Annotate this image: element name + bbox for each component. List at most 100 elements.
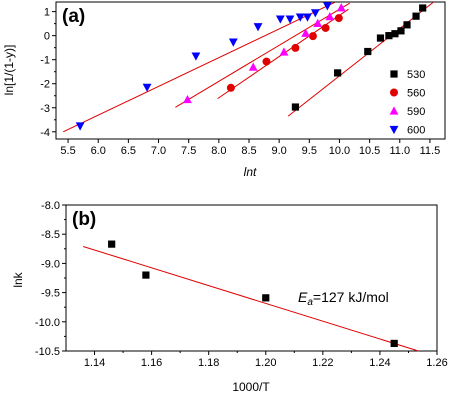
chart-a-series-600-point bbox=[75, 122, 85, 131]
chart-a-y-ticks: -4 -3 -2 -1 0 1 bbox=[40, 7, 56, 139]
chart-a-series-590-point bbox=[248, 62, 258, 71]
chart-a-series-600-point bbox=[322, 2, 332, 11]
legend-marker-600 bbox=[389, 125, 399, 135]
chart-a-series-600-point bbox=[285, 15, 295, 24]
legend-label-590: 590 bbox=[407, 106, 425, 118]
chart-a-fit-lines bbox=[63, 2, 434, 133]
legend-label-530: 530 bbox=[407, 69, 425, 81]
chart-a-series-530-point bbox=[403, 21, 411, 29]
chart-a-x-tick-label: 6.0 bbox=[91, 145, 106, 157]
chart-b-y-tick-label: -9.5 bbox=[41, 288, 60, 300]
chart-a-series-560-point bbox=[262, 57, 271, 66]
chart-a-x-label: lnt bbox=[244, 165, 257, 179]
chart-a-series-530-point bbox=[334, 69, 342, 77]
chart-a-series-590-point bbox=[301, 28, 311, 37]
activation-energy-symbol: E bbox=[298, 289, 308, 305]
chart-a-series-530-point bbox=[385, 32, 393, 40]
chart-a-series-600-point bbox=[142, 83, 152, 92]
legend-marker-560 bbox=[390, 88, 398, 97]
chart-b-x-ticks: 1.14 1.16 1.18 1.20 1.22 1.24 1.26 bbox=[84, 351, 448, 369]
chart-a-series-530-point bbox=[412, 12, 420, 20]
chart-b-frame bbox=[65, 204, 438, 352]
chart-a-series-560-point bbox=[334, 14, 343, 23]
chart-b-x-tick-label: 1.26 bbox=[426, 357, 447, 369]
chart-a-legend: 530 560 590 600 bbox=[389, 69, 425, 137]
chart-a-panel-label: (a) bbox=[62, 6, 85, 27]
activation-energy-subscript: a bbox=[307, 297, 313, 308]
chart-b-series-point bbox=[108, 240, 116, 248]
chart-a-y-tick-label: 1 bbox=[44, 7, 50, 19]
chart-a-x-tick-label: 7.5 bbox=[181, 145, 196, 157]
chart-b-series-point bbox=[262, 294, 270, 302]
chart-a-series-530-point bbox=[364, 47, 372, 56]
chart-a-x-tick-label: 10.0 bbox=[329, 145, 350, 157]
legend-label-600: 600 bbox=[407, 125, 425, 137]
chart-a-series-560-point bbox=[321, 23, 330, 32]
chart-a-y-label: ln[1/(1-y)] bbox=[2, 45, 16, 96]
chart-b-panel-label: (b) bbox=[72, 209, 96, 230]
legend-marker-530 bbox=[390, 70, 398, 78]
chart-a-x-tick-label: 6.5 bbox=[121, 145, 136, 157]
chart-b-y-label: lnk bbox=[11, 271, 25, 287]
chart-a-y-tick-label: -1 bbox=[40, 55, 50, 67]
chart-a-y-tick-label: -2 bbox=[40, 79, 50, 91]
chart-a-x-tick-label: 10.5 bbox=[359, 145, 380, 157]
chart-a-series-530-point bbox=[419, 4, 427, 12]
chart-b-series-point bbox=[142, 271, 150, 279]
chart-b-fit-lines bbox=[82, 245, 419, 352]
chart-a-series-600-point bbox=[275, 15, 285, 24]
chart-b: 1.14 1.16 1.18 1.20 1.22 1.24 1.26 -10.5-10.0-… bbox=[11, 200, 448, 394]
chart-a-y-tick-label: -4 bbox=[40, 127, 50, 139]
chart-a-series-590-point bbox=[313, 18, 323, 27]
chart-a-x-tick-label: 5.5 bbox=[60, 145, 75, 157]
chart-a-series-560-point bbox=[226, 83, 235, 92]
chart-b-x-tick-label: 1.14 bbox=[84, 357, 105, 369]
chart-a-x-tick-label: 8.0 bbox=[211, 145, 226, 157]
chart-b-series-point bbox=[390, 339, 398, 348]
chart-a-series-530-point bbox=[397, 27, 405, 35]
chart-a-series-600-fit-line bbox=[63, 2, 335, 133]
chart-a-series-590-point bbox=[336, 3, 346, 12]
chart-a-series-590-point bbox=[325, 12, 335, 21]
legend-marker-590 bbox=[389, 106, 399, 115]
chart-b-x-label: 1000/T bbox=[232, 380, 270, 394]
chart-b-x-tick-label: 1.18 bbox=[198, 357, 219, 369]
activation-energy-value: =127 kJ/mol bbox=[313, 289, 389, 305]
chart-a-series-600-point bbox=[253, 23, 263, 32]
activation-energy-annotation: Ea=127 kJ/mol bbox=[298, 289, 389, 308]
chart-a-series-530-point bbox=[391, 30, 399, 38]
chart-b-points bbox=[108, 240, 398, 348]
chart-a-x-tick-label: 9.0 bbox=[271, 145, 286, 157]
chart-a-y-tick-label: -3 bbox=[40, 103, 50, 115]
chart-b-y-ticks: -10.5 -10.0 -9.5 -9.0 -8.5 -8.0 bbox=[35, 200, 66, 358]
chart-a-series-590-point bbox=[183, 94, 192, 104]
chart-b-y-tick-label: -9.0 bbox=[41, 258, 60, 270]
chart-b-x-tick-label: 1.22 bbox=[312, 357, 333, 369]
chart-a-frame bbox=[55, 1, 446, 140]
chart-b-series-fit-line bbox=[82, 245, 419, 352]
chart-a-x-tick-label: 9.5 bbox=[302, 145, 317, 157]
chart-b-y-tick-label: -8.0 bbox=[41, 200, 60, 212]
chart-a-y-tick-label: 0 bbox=[44, 31, 50, 43]
chart-a-series-600-point bbox=[303, 13, 312, 22]
chart-a-series-560-point bbox=[291, 43, 300, 52]
chart-b-x-tick-label: 1.16 bbox=[141, 357, 162, 369]
chart-a-points bbox=[75, 2, 427, 131]
chart-b-x-tick-label: 1.24 bbox=[369, 357, 390, 369]
chart-a-series-590-point bbox=[279, 47, 289, 56]
chart-b-x-tick-label: 1.20 bbox=[255, 357, 276, 369]
legend-label-560: 560 bbox=[407, 88, 425, 100]
chart-a-series-530-point bbox=[376, 34, 385, 42]
chart-a-series-530-point bbox=[291, 103, 300, 111]
chart-b-y-tick-label: -10.0 bbox=[35, 317, 60, 329]
chart-a-x-tick-label: 11.5 bbox=[420, 145, 441, 157]
chart-a: 5.5 6.0 6.5 7.0 7.5 8.0 8.5 9.0 9.5 10.0 10.5 11.0 1… bbox=[2, 1, 446, 179]
chart-a-series-600-point bbox=[295, 13, 305, 22]
chart-a-series-600-point bbox=[228, 38, 238, 47]
chart-a-series-600-point bbox=[191, 52, 201, 61]
chart-a-x-ticks: 5.5 6.0 6.5 7.0 7.5 8.0 8.5 9.0 9.5 10.0 10.5 11.0 1… bbox=[60, 139, 440, 157]
chart-a-x-tick-label: 7.0 bbox=[151, 145, 166, 157]
chart-a-x-tick-label: 8.5 bbox=[241, 145, 256, 157]
chart-b-y-tick-label: -8.5 bbox=[41, 229, 60, 241]
